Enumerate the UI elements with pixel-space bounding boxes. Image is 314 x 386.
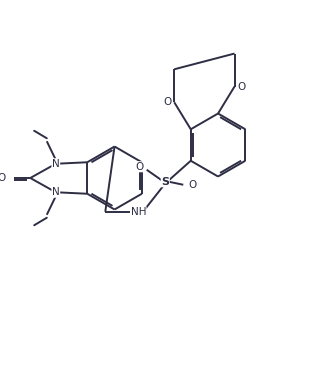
Text: N: N xyxy=(52,159,60,169)
Text: O: O xyxy=(237,81,245,91)
Text: NH: NH xyxy=(131,207,146,217)
Text: O: O xyxy=(135,162,143,172)
Text: O: O xyxy=(0,173,6,183)
Text: O: O xyxy=(164,97,172,107)
Text: N: N xyxy=(52,187,60,197)
Text: S: S xyxy=(161,177,169,187)
Text: O: O xyxy=(188,180,196,190)
